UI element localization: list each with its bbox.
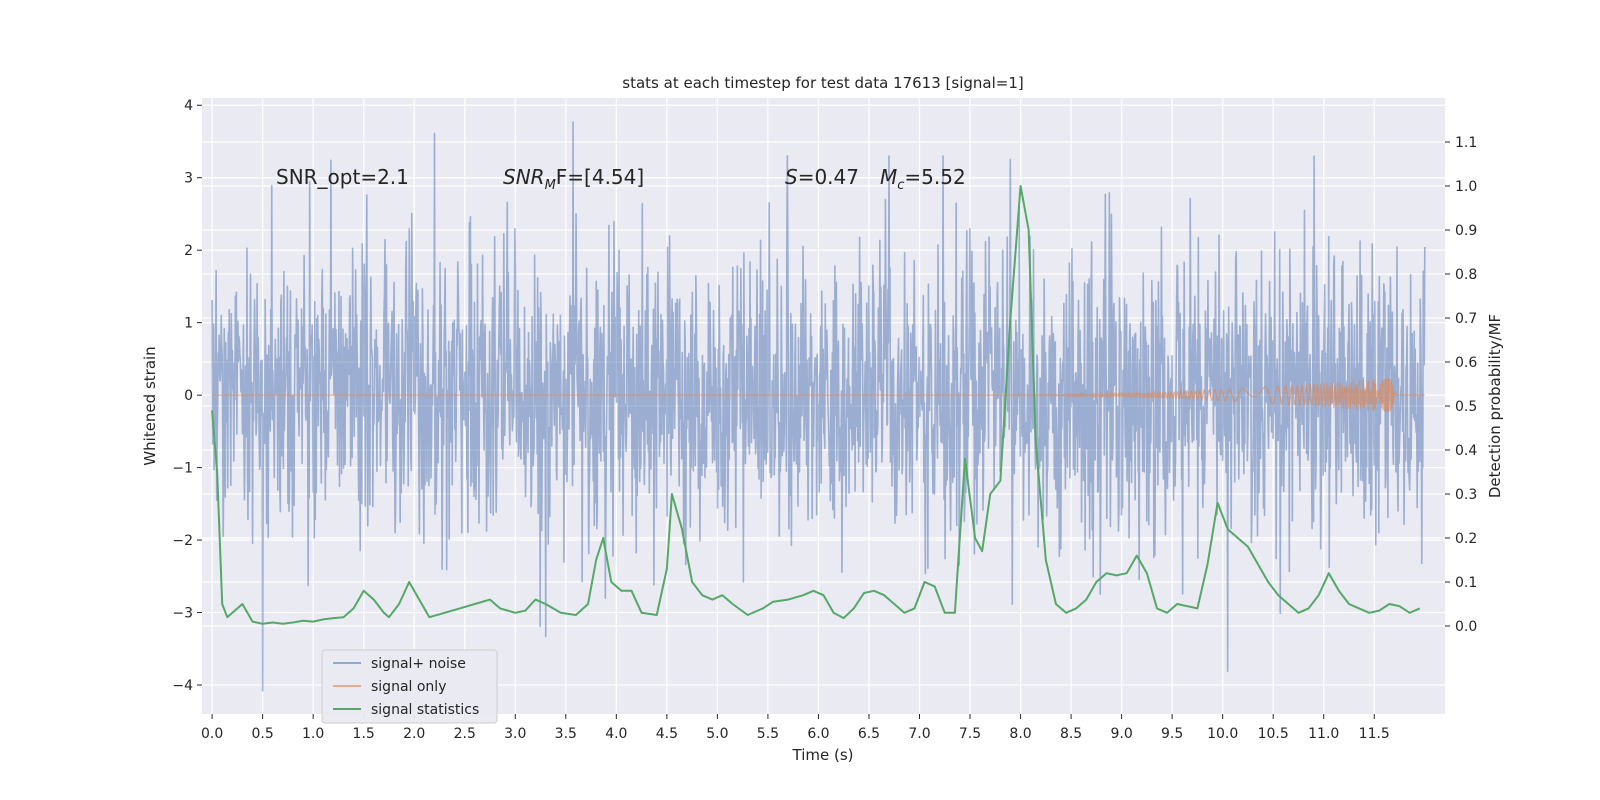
annotation-mc: Mc=5.52 [880,165,966,193]
x-tick-label: 7.5 [959,726,981,742]
x-tick-label: 5.0 [706,726,728,742]
x-tick-label: 4.5 [656,726,678,742]
legend-label-noise: signal+ noise [371,656,466,672]
x-tick-label: 7.0 [908,726,930,742]
x-tick-label: 0.5 [252,726,274,742]
y2-tick-label: 0.9 [1455,223,1477,239]
y2-tick-label: 0.0 [1455,619,1477,635]
annotation-mc-sub: c [897,178,904,193]
legend: signal+ noise signal only signal statist… [321,649,498,724]
chart-title: stats at each timestep for test data 176… [622,74,1023,92]
x-tick-label: 3.5 [555,726,577,742]
x-tick-label: 5.5 [757,726,779,742]
y-tick-label: 3 [184,171,193,187]
x-tick-label: 9.5 [1161,726,1183,742]
x-tick-label: 2.5 [454,726,476,742]
x-tick-label: 8.5 [1060,726,1082,742]
y2-tick-label: 0.8 [1455,267,1477,283]
x-tick-label: 4.0 [605,726,627,742]
y2-tick-label: 1.1 [1455,135,1477,151]
stats-line [211,185,1421,625]
annotation-snr-opt: SNR_opt=2.1 [276,165,409,189]
y-axis-label: Whitened strain [141,346,159,465]
x-tick-label: 9.0 [1110,726,1132,742]
noise-series [211,121,1426,692]
x-axis-label: Time (s) [792,746,854,764]
axes-layer: 0.0 0.5 1.0 1.5 2.0 2.5 3.0 3.5 4.0 4.5 5.0 5.5 6.0 6… [172,98,1477,742]
noise-line [211,121,1426,692]
x-tick-label: 2.0 [403,726,425,742]
y-tick-label: 0 [184,388,193,404]
x-tick-label: 11.5 [1359,726,1390,742]
stats-series [211,185,1421,625]
x-tick-label: 0.0 [201,726,223,742]
annotation-s: S=0.47 [785,165,859,189]
annotation-s-symbol: S [785,165,798,189]
x-tick-label: 1.5 [353,726,375,742]
legend-label-stats: signal statistics [371,702,479,718]
y2-tick-label: 0.7 [1455,311,1477,327]
legend-label-signal: signal only [371,679,446,695]
annotation-snr-mf: SNRMF=[4.54] [503,165,644,193]
x-tick-label: 6.0 [807,726,829,742]
annotation-mc-main: M [880,165,897,189]
x-tick-label: 10.5 [1258,726,1289,742]
annotation-snr-mf-rest: F=[4.54] [556,165,644,189]
y2-tick-label: 1.0 [1455,179,1477,195]
y-tick-label: −3 [172,606,193,622]
annotation-snr-mf-main: SNR [503,165,545,189]
y2-tick-label: 0.2 [1455,531,1477,547]
x-tick-label: 10.0 [1207,726,1238,742]
x-tick-label: 6.5 [858,726,880,742]
y-tick-label: −2 [172,533,193,549]
y2-tick-label: 0.4 [1455,443,1477,459]
x-tick-label: 11.0 [1308,726,1339,742]
y2-tick-label: 0.5 [1455,399,1477,415]
signal-line [212,378,1425,412]
y-tick-label: 4 [184,98,193,114]
y2-tick-label: 0.6 [1455,355,1477,371]
y-tick-label: 2 [184,243,193,259]
y2-tick-label: 0.3 [1455,487,1477,503]
y-tick-label: −4 [172,678,193,694]
y-tick-label: −1 [172,461,193,477]
x-tick-label: 3.0 [504,726,526,742]
y2-tick-label: 0.1 [1455,575,1477,591]
y-tick-label: 1 [184,316,193,332]
y2-axis-label: Detection probability/MF [1486,314,1504,498]
x-tick-label: 8.0 [1009,726,1031,742]
x-tick-label: 1.0 [302,726,324,742]
signal-series [212,378,1425,412]
annotation-snr-mf-sub: M [545,178,556,193]
legend-box [321,649,498,724]
annotation-s-value: =0.47 [798,165,859,189]
annotation-mc-value: =5.52 [904,165,965,189]
